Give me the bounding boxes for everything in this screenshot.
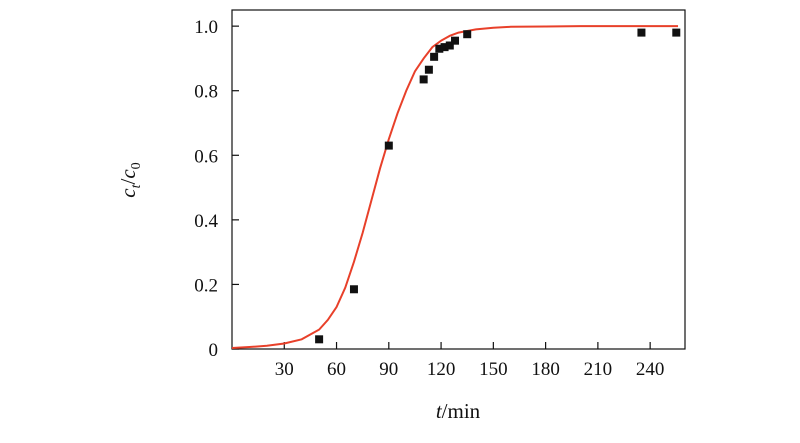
y-tick-label: 0 <box>209 340 219 361</box>
y-tick-label: 1.0 <box>194 17 218 38</box>
data-point <box>349 285 358 294</box>
data-point <box>424 65 433 74</box>
y-axis-label-sub-t: t <box>129 183 144 188</box>
data-point <box>315 335 324 344</box>
x-axis-label: t/min <box>436 399 481 423</box>
plot-frame <box>231 9 686 350</box>
y-axis-label-slash: / <box>116 178 140 184</box>
y-tick-label: 0.8 <box>194 82 218 103</box>
data-point <box>440 43 449 52</box>
fitted-curve <box>231 25 679 350</box>
x-axis-label-unit: /min <box>442 399 481 423</box>
x-axis-label-var: t <box>436 399 443 423</box>
data-point <box>451 36 460 45</box>
y-tick-label: 0.2 <box>194 275 218 296</box>
x-tick-label: 180 <box>531 359 560 380</box>
x-tick-label: 120 <box>427 359 456 380</box>
data-point <box>445 41 454 50</box>
x-tick-label: 210 <box>584 359 613 380</box>
y-tick-label: 0.4 <box>194 211 218 232</box>
y-tick-label: 0.6 <box>194 146 218 167</box>
y-axis-label-c: c <box>116 188 140 198</box>
x-tick-label: 240 <box>636 359 665 380</box>
data-point <box>463 30 472 39</box>
data-point <box>419 75 428 84</box>
data-point <box>430 52 439 61</box>
x-tick-label: 30 <box>275 359 294 380</box>
data-point <box>637 28 646 37</box>
data-point <box>384 141 393 150</box>
x-tick-label: 150 <box>479 359 508 380</box>
y-axis-label-sub-0: 0 <box>129 162 144 169</box>
data-point <box>435 44 444 53</box>
x-tick-label: 60 <box>327 359 346 380</box>
tick-labels: 30 60 90 120 150 180 210 240 0 0.2 0.4 0.6 0.8 1.0 <box>194 17 664 380</box>
data-points <box>315 28 681 344</box>
y-axis-label-c0: c <box>116 169 140 179</box>
x-tick-label: 90 <box>379 359 398 380</box>
data-point <box>672 28 681 37</box>
y-axis-label: ct/c0 <box>116 162 144 197</box>
ticks <box>232 25 651 350</box>
